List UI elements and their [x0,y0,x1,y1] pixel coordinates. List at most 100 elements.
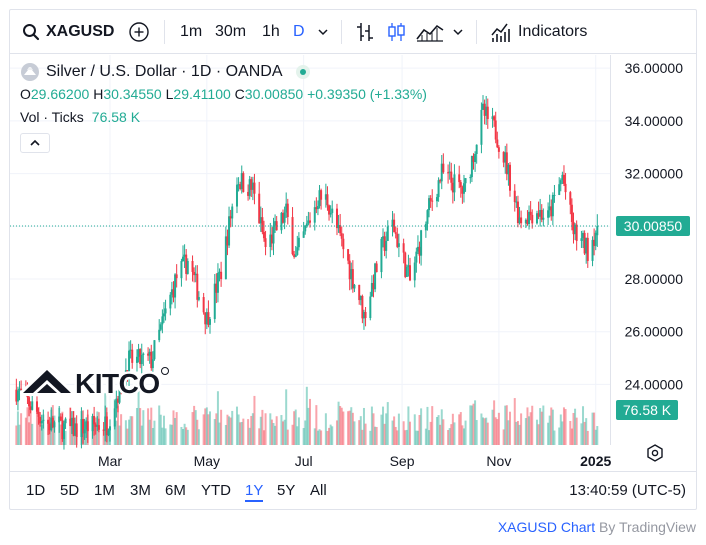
candle-body [515,201,518,203]
indicators-button[interactable]: Indicators [490,20,587,44]
range-1m[interactable]: 1M [94,482,115,499]
area-chart-type-icon[interactable] [415,21,445,43]
volume-bar [418,414,421,445]
candle-body [47,419,50,424]
volume-bar [393,416,396,445]
candle-body [229,216,232,219]
volume-bar [394,426,397,445]
candle-body [562,174,565,184]
interval-30m[interactable]: 30m [215,23,247,40]
candle-body [364,311,367,318]
candle-body [220,271,223,280]
candle-body [324,194,327,200]
volume-bar [529,412,532,445]
candle-body [305,223,308,227]
candle-body [226,236,229,246]
interval-d[interactable]: D [293,23,305,40]
candle-body [302,231,305,238]
candle-body [440,163,443,182]
candle-body [285,203,288,213]
compare-plus-icon[interactable] [129,22,149,42]
volume-bar [191,412,194,445]
chevron-down-icon[interactable] [315,21,331,43]
volume-bar [316,430,319,445]
candle-body [70,417,73,426]
time-tick-label: Jul [295,453,313,469]
candle-body [209,319,211,325]
volume-bar [35,407,38,445]
candle-body [528,211,531,225]
volume-bar [509,411,511,445]
candle-body [239,184,242,189]
settings-icon[interactable] [647,444,663,462]
interval-1h[interactable]: 1h [262,23,280,40]
volume-bar [429,421,432,445]
legend-title: Silver / U.S. Dollar · 1D · OANDA [46,63,283,80]
candle-body [42,419,45,422]
volume-bar [342,411,345,445]
attribution[interactable]: XAGUSD Chart By TradingView [498,519,696,535]
volume-bar [353,421,356,445]
candle-body [194,273,197,276]
attribution-by[interactable]: By TradingView [598,519,696,535]
range-all[interactable]: All [310,482,327,499]
last-price-badge: 30.00850 [616,216,690,237]
interval-1m[interactable]: 1m [180,23,203,40]
symbol-search[interactable]: XAGUSD [22,10,114,54]
range-1y[interactable]: 1Y [245,472,264,510]
candle-body [374,263,377,290]
candle-body [48,423,51,431]
close-value: 30.00850 [244,86,304,102]
volume-bar [186,429,189,445]
volume-bar [369,430,372,445]
candles-chart-type-icon[interactable] [384,21,408,43]
attribution-symbol[interactable]: XAGUSD Chart [497,519,596,535]
range-1d[interactable]: 1D [26,482,46,499]
candle-body [51,417,54,428]
volume-bar [226,414,229,445]
range-5y[interactable]: 5Y [277,482,296,499]
volume-bar [458,414,461,445]
volume-bar [161,427,164,445]
volume-bar [205,407,208,445]
candle-body [82,419,85,434]
volume-bar [218,422,221,445]
candle-body [180,261,183,279]
volume-bar [147,408,150,445]
candle-body [15,389,18,402]
candle-body [139,349,142,365]
candle-body [74,423,77,436]
candle-body [75,423,78,438]
candle-body [482,103,485,110]
bar-chart-type-icon[interactable] [353,21,377,43]
volume-bar [174,417,177,445]
candle-body [580,238,583,241]
candle-body [185,254,188,274]
range-3m[interactable]: 3M [130,482,151,499]
candle-body [551,194,554,217]
candle-body [202,297,205,313]
range-ytd[interactable]: YTD [201,482,231,499]
price-chart[interactable]: 36.0000034.0000032.0000030.0000028.00000… [10,55,696,470]
candle-body [205,312,208,325]
indicators-icon [491,23,510,42]
volume-bar [561,421,564,445]
collapse-legend-button[interactable] [20,133,50,153]
volume-bar [405,429,408,445]
candle-body [402,243,405,253]
candle-body [553,194,556,196]
candle-body [272,225,275,244]
time-axis[interactable]: Mar May Jul Sep Nov 2025 [98,453,612,469]
clock-timezone[interactable]: 13:40:59 (UTC-5) [569,482,686,499]
range-5d[interactable]: 5D [60,482,80,499]
candle-body [264,238,267,248]
candle-body [137,349,140,357]
candle-body [509,164,511,191]
market-status-icon[interactable] [296,65,311,79]
chevron-down-icon[interactable] [450,21,466,43]
candle-body [175,274,178,279]
candle-body [64,418,67,424]
volume-bar [591,412,594,445]
volume-bar [193,405,196,445]
range-6m[interactable]: 6M [165,482,186,499]
